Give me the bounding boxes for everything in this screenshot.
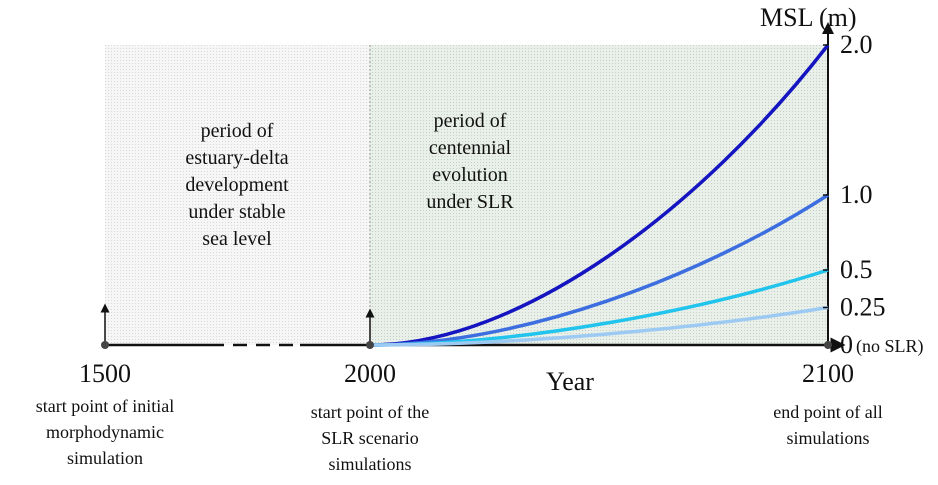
x-point-label: 1500: [79, 359, 131, 388]
x-point-label: 2100: [802, 359, 854, 388]
slr-curve: [369, 43, 830, 347]
period-label: centennial: [429, 137, 512, 159]
period-label: under SLR: [426, 191, 514, 213]
time-point: [101, 341, 109, 349]
period-label: under stable: [188, 201, 285, 223]
stable-period-area: [105, 45, 370, 345]
point-note: morphodynamic: [46, 422, 164, 442]
y-tick-label: 1.0: [840, 180, 873, 209]
y-tick-label: 2.0: [840, 30, 873, 59]
slr-period-area: [370, 45, 828, 345]
slr-curve: [369, 305, 829, 347]
y-tick-label: 0.5: [840, 255, 873, 284]
time-point: [366, 341, 374, 349]
period-label: estuary-delta: [185, 147, 288, 169]
period-label: evolution: [432, 164, 508, 186]
y-tick-label: 0.25: [840, 293, 886, 322]
y-tick-label: 0: [840, 330, 853, 359]
time-point: [824, 341, 832, 349]
point-note: start point of the: [311, 402, 429, 422]
point-note: start point of initial: [36, 396, 174, 416]
point-note: end point of all: [773, 402, 882, 422]
y-axis-title: MSL (m): [760, 3, 857, 32]
point-note: simulation: [67, 448, 143, 468]
point-note: simulations: [328, 454, 411, 474]
slr-curve: [369, 193, 829, 347]
x-axis-title: Year: [546, 367, 594, 396]
period-label: period of: [201, 120, 274, 142]
x-point-label: 2000: [344, 359, 396, 388]
period-label: sea level: [202, 228, 272, 250]
baseline-note: (no SLR): [856, 336, 924, 357]
point-note: simulations: [786, 428, 869, 448]
point-note: SLR scenario: [321, 428, 418, 448]
period-label: period of: [434, 110, 507, 132]
period-label: development: [185, 174, 289, 196]
